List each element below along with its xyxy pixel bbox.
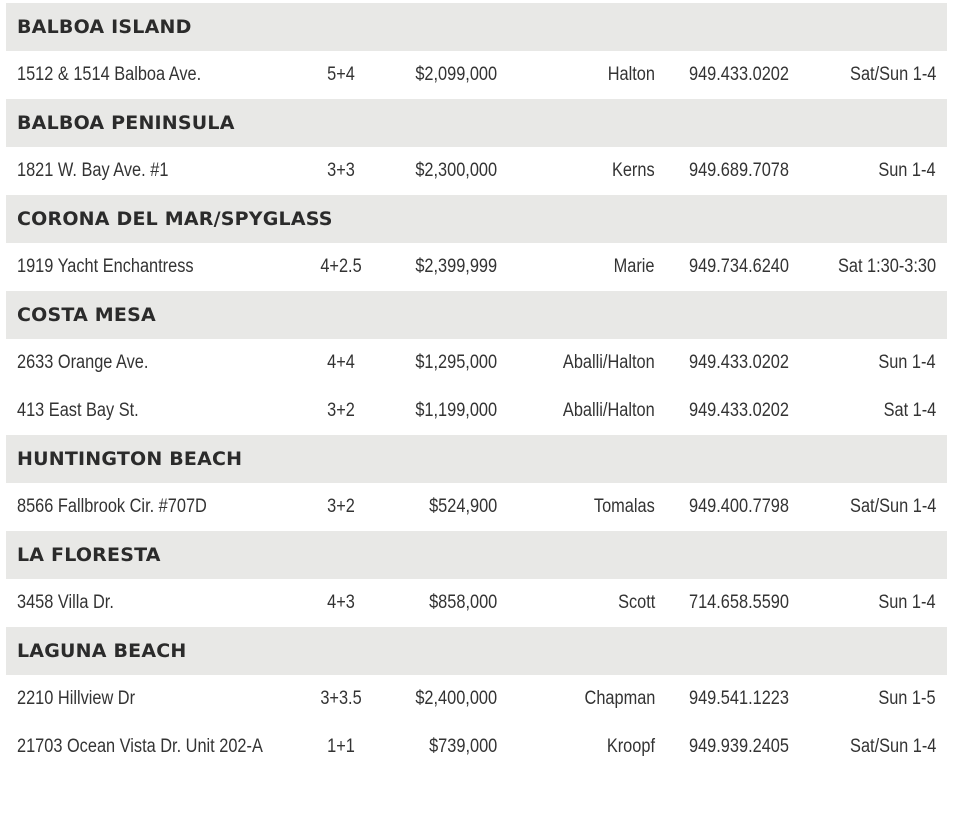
listing-open-time: Sat/Sun 1-4	[849, 736, 936, 757]
listing-address: 21703 Ocean Vista Dr. Unit 202-A	[17, 736, 263, 757]
listing-phone: 949.400.7798	[689, 496, 789, 517]
listing-phone: 949.939.2405	[689, 736, 789, 757]
listing-price: $524,900	[428, 496, 497, 517]
listing-agent: Tomalas	[594, 496, 655, 517]
section-header-balboa-peninsula: BALBOA PENINSULA	[6, 99, 947, 147]
listing-price: $2,099,000	[415, 64, 497, 85]
listing-row: 1512 & 1514 Balboa Ave. 5+4 $2,099,000 H…	[6, 51, 947, 99]
listing-agent: Marie	[614, 256, 655, 277]
listing-row: 8566 Fallbrook Cir. #707D 3+2 $524,900 T…	[6, 483, 947, 531]
listing-address: 1821 W. Bay Ave. #1	[17, 160, 169, 181]
open-house-listing-table: BALBOA ISLAND 1512 & 1514 Balboa Ave. 5+…	[6, 3, 947, 771]
listing-price: $2,399,999	[415, 256, 497, 277]
listing-phone: 714.658.5590	[689, 592, 789, 613]
listing-open-time: Sun 1-4	[878, 592, 936, 613]
listing-phone: 949.734.6240	[689, 256, 789, 277]
section-header-balboa-island: BALBOA ISLAND	[6, 3, 947, 51]
listing-price: $739,000	[428, 736, 497, 757]
listing-open-time: Sat 1:30-3:30	[837, 256, 936, 277]
listing-address: 413 East Bay St.	[17, 400, 139, 421]
listing-address: 1919 Yacht Enchantress	[17, 256, 194, 277]
listing-open-time: Sun 1-5	[878, 688, 936, 709]
listing-agent: Chapman	[584, 688, 655, 709]
listing-price: $2,300,000	[415, 160, 497, 181]
listing-row: 3458 Villa Dr. 4+3 $858,000 Scott 714.65…	[6, 579, 947, 627]
listing-row: 2633 Orange Ave. 4+4 $1,295,000 Aballi/H…	[6, 339, 947, 387]
listing-beds-baths: 4+2.5	[320, 256, 362, 277]
listing-price: $1,295,000	[415, 352, 497, 373]
listing-agent: Kroopf	[606, 736, 655, 757]
listing-price: $858,000	[428, 592, 497, 613]
listing-beds-baths: 4+4	[327, 352, 355, 373]
listing-beds-baths: 3+3.5	[320, 688, 362, 709]
listing-address: 3458 Villa Dr.	[17, 592, 114, 613]
listing-beds-baths: 5+4	[327, 64, 355, 85]
listing-row: 2210 Hillview Dr 3+3.5 $2,400,000 Chapma…	[6, 675, 947, 723]
section-header-corona-del-mar-spyglass: CORONA DEL MAR/SPYGLASS	[6, 195, 947, 243]
listing-address: 1512 & 1514 Balboa Ave.	[17, 64, 202, 85]
listing-address: 8566 Fallbrook Cir. #707D	[17, 496, 207, 517]
listing-open-time: Sat/Sun 1-4	[849, 496, 936, 517]
listing-agent: Aballi/Halton	[563, 400, 655, 421]
listing-beds-baths: 3+3	[327, 160, 355, 181]
listing-phone: 949.541.1223	[689, 688, 789, 709]
listing-price: $1,199,000	[415, 400, 497, 421]
listing-address: 2633 Orange Ave.	[17, 352, 149, 373]
listing-row: 1821 W. Bay Ave. #1 3+3 $2,300,000 Kerns…	[6, 147, 947, 195]
section-header-huntington-beach: HUNTINGTON BEACH	[6, 435, 947, 483]
listing-row: 413 East Bay St. 3+2 $1,199,000 Aballi/H…	[6, 387, 947, 435]
listing-phone: 949.433.0202	[689, 400, 789, 421]
section-header-la-floresta: LA FLORESTA	[6, 531, 947, 579]
listing-beds-baths: 1+1	[327, 736, 355, 757]
listing-open-time: Sun 1-4	[878, 352, 936, 373]
listing-agent: Halton	[607, 64, 655, 85]
listing-open-time: Sun 1-4	[878, 160, 936, 181]
listing-beds-baths: 3+2	[327, 400, 355, 421]
section-header-costa-mesa: COSTA MESA	[6, 291, 947, 339]
listing-agent: Scott	[617, 592, 655, 613]
listing-price: $2,400,000	[415, 688, 497, 709]
listing-beds-baths: 4+3	[327, 592, 355, 613]
listing-phone: 949.433.0202	[689, 352, 789, 373]
listing-phone: 949.689.7078	[689, 160, 789, 181]
listing-open-time: Sat/Sun 1-4	[849, 64, 936, 85]
listing-agent: Kerns	[612, 160, 655, 181]
listing-phone: 949.433.0202	[689, 64, 789, 85]
section-header-laguna-beach: LAGUNA BEACH	[6, 627, 947, 675]
listing-address: 2210 Hillview Dr	[17, 688, 136, 709]
listing-open-time: Sat 1-4	[883, 400, 936, 421]
listing-row: 21703 Ocean Vista Dr. Unit 202-A 1+1 $73…	[6, 723, 947, 771]
listing-agent: Aballi/Halton	[563, 352, 655, 373]
listing-beds-baths: 3+2	[327, 496, 355, 517]
listing-row: 1919 Yacht Enchantress 4+2.5 $2,399,999 …	[6, 243, 947, 291]
